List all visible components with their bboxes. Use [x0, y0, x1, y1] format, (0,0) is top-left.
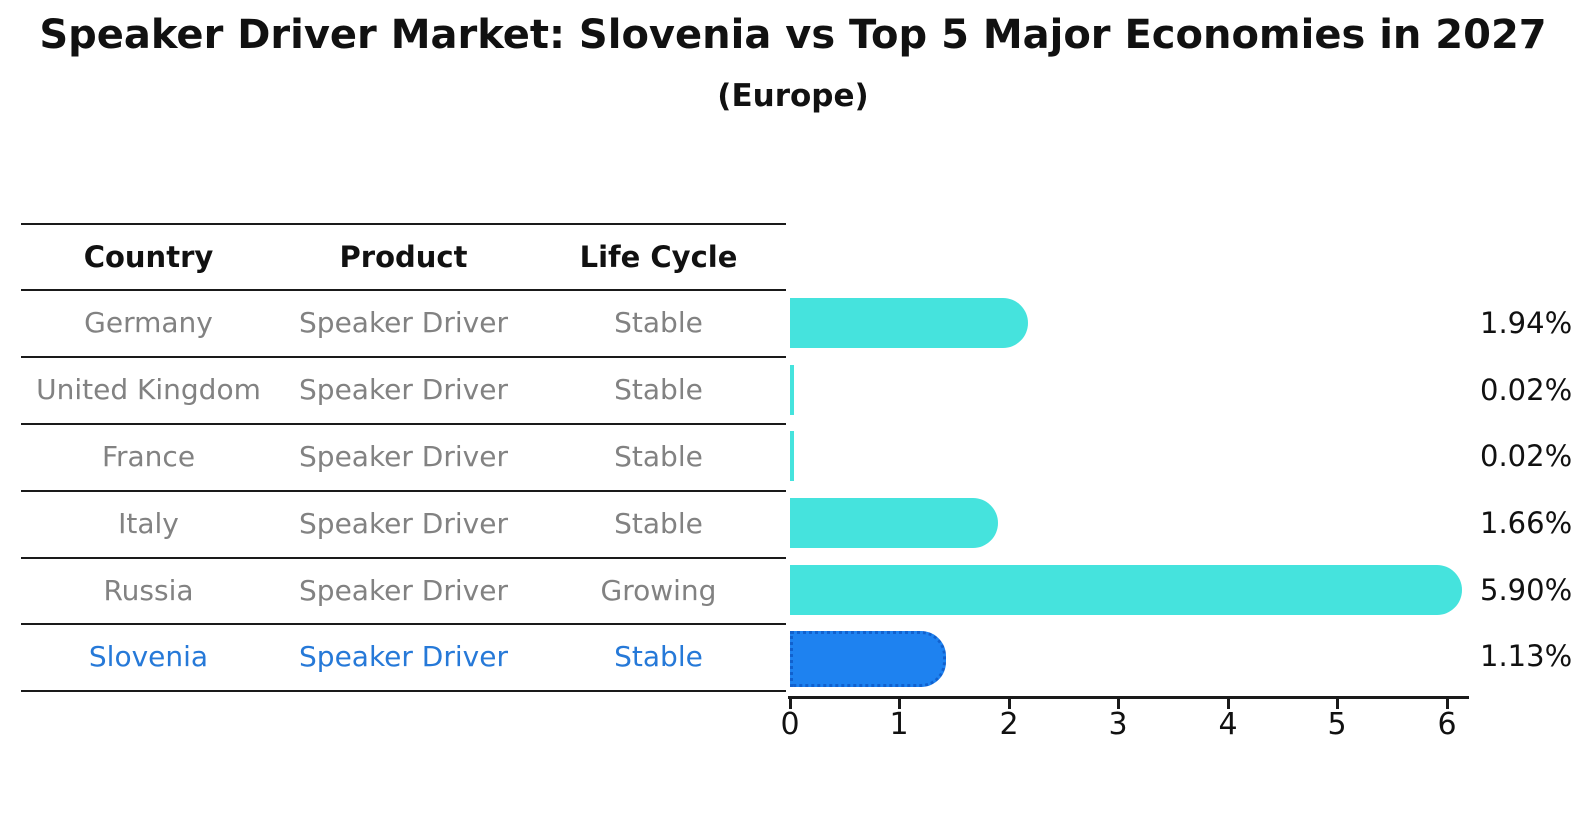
value-label: 0.02%	[1480, 439, 1573, 473]
x-axis-tick-label: 3	[1108, 707, 1128, 742]
life-cycle-cell: Stable	[614, 373, 703, 406]
country-cell: Russia	[103, 574, 194, 607]
product-cell: Speaker Driver	[299, 507, 508, 540]
x-axis-tick	[898, 699, 901, 709]
table-rule	[21, 356, 786, 358]
y-axis-tick	[754, 490, 774, 492]
bar-italy	[790, 498, 998, 548]
product-cell: Speaker Driver	[299, 373, 508, 406]
product-cell: Speaker Driver	[299, 306, 508, 339]
column-header-country: Country	[83, 239, 214, 274]
y-axis-tick	[754, 356, 774, 358]
country-cell: France	[101, 440, 196, 473]
bar-france	[790, 431, 794, 481]
x-axis-tick	[1117, 699, 1120, 709]
x-axis-tick	[1336, 699, 1339, 709]
y-axis-tick	[754, 289, 774, 291]
value-label: 5.90%	[1480, 573, 1573, 607]
table-rule	[21, 623, 786, 625]
country-cell: Italy	[118, 507, 179, 540]
value-label: 1.66%	[1480, 506, 1573, 540]
table-row-germany: Germany Speaker Driver Stable	[21, 289, 786, 356]
y-axis-tick	[754, 557, 774, 559]
table-row-italy: Italy Speaker Driver Stable	[21, 490, 786, 557]
chart-subtitle: (Europe)	[717, 78, 869, 114]
bar-slovenia	[790, 631, 946, 687]
product-cell: Speaker Driver	[299, 640, 508, 673]
table-rule	[21, 557, 786, 559]
bar-united-kingdom	[790, 365, 794, 415]
x-axis-tick-label: 6	[1437, 707, 1457, 742]
x-axis-tick-label: 5	[1327, 707, 1347, 742]
table-rule-header	[21, 289, 786, 291]
product-cell: Speaker Driver	[299, 440, 508, 473]
life-cycle-cell: Stable	[614, 640, 703, 673]
column-header-product: Product	[339, 239, 468, 274]
product-cell: Speaker Driver	[299, 574, 508, 607]
life-cycle-cell: Stable	[614, 507, 703, 540]
y-axis-tick	[754, 423, 774, 425]
value-label: 1.13%	[1480, 639, 1573, 673]
country-cell: Slovenia	[88, 640, 209, 673]
life-cycle-cell: Growing	[600, 574, 717, 607]
chart-title: Speaker Driver Market: Slovenia vs Top 5…	[39, 12, 1547, 58]
table-row-slovenia: Slovenia Speaker Driver Stable	[21, 623, 786, 690]
bar-germany	[790, 298, 1029, 348]
column-header-life-cycle: Life Cycle	[579, 239, 738, 274]
x-axis-tick	[1008, 699, 1011, 709]
y-axis-tick	[754, 623, 774, 625]
table-rule	[21, 423, 786, 425]
x-axis-tick-label: 1	[889, 707, 909, 742]
x-axis-tick-label: 4	[1218, 707, 1238, 742]
table-row-united-kingdom: United Kingdom Speaker Driver Stable	[21, 356, 786, 423]
value-label: 0.02%	[1480, 373, 1573, 407]
x-axis-tick	[1227, 699, 1230, 709]
x-axis-line	[788, 696, 1469, 699]
country-cell: United Kingdom	[36, 373, 261, 406]
country-cell: Germany	[84, 306, 213, 339]
life-cycle-cell: Stable	[614, 440, 703, 473]
y-axis-tick	[754, 690, 774, 692]
table-row-russia: Russia Speaker Driver Growing	[21, 557, 786, 624]
x-axis-tick-label: 0	[780, 707, 800, 742]
life-cycle-cell: Stable	[614, 306, 703, 339]
table-row-france: France Speaker Driver Stable	[21, 423, 786, 490]
value-label: 1.94%	[1480, 306, 1573, 340]
x-axis-tick	[789, 699, 792, 709]
x-axis-tick	[1446, 699, 1449, 709]
table-rule	[21, 490, 786, 492]
bar-russia	[790, 565, 1463, 615]
x-axis-tick-label: 2	[999, 707, 1019, 742]
table-rule-top	[21, 223, 786, 225]
table-rule-bottom	[21, 690, 786, 692]
table-header-row: Country Product Life Cycle	[21, 223, 786, 290]
